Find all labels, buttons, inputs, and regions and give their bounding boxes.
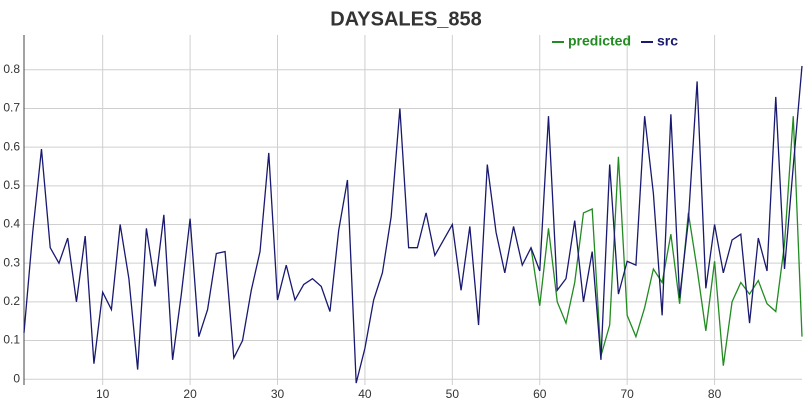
x-tick-label: 80 xyxy=(708,387,722,401)
y-tick-label: 0 xyxy=(13,371,20,385)
y-tick-label: 0.3 xyxy=(3,255,20,269)
y-tick-label: 0.7 xyxy=(3,101,20,115)
x-tick-label: 30 xyxy=(271,387,285,401)
x-tick-label: 60 xyxy=(533,387,547,401)
chart-title: DAYSALES_858 xyxy=(330,8,482,30)
x-tick-label: 50 xyxy=(446,387,460,401)
x-tick-label: 10 xyxy=(96,387,110,401)
y-tick-label: 0.2 xyxy=(3,294,20,308)
x-tick-label: 20 xyxy=(183,387,197,401)
series-line xyxy=(23,65,803,384)
legend-label: predicted xyxy=(568,33,631,49)
y-tick-label: 0.5 xyxy=(3,178,20,192)
y-tick-label: 0.1 xyxy=(3,333,20,347)
x-tick-label: 40 xyxy=(358,387,372,401)
series-line xyxy=(530,116,803,366)
legend-label: src xyxy=(657,33,678,49)
x-tick-label: 70 xyxy=(620,387,634,401)
y-tick-label: 0.8 xyxy=(3,62,20,76)
y-tick-label: 0.6 xyxy=(3,139,20,153)
y-tick-label: 0.4 xyxy=(3,217,20,231)
